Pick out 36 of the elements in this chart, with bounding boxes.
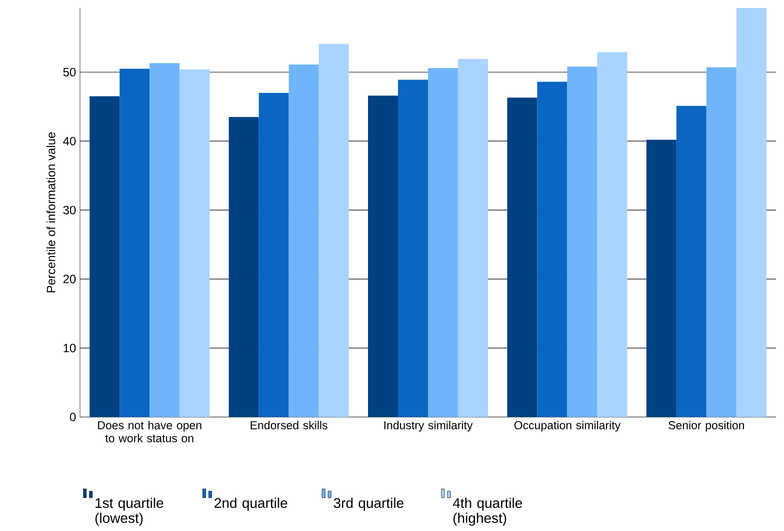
- legend-label: 3rd quartile: [334, 498, 404, 511]
- bar: [458, 59, 488, 417]
- legend-label: 4th quartile (highest): [452, 498, 522, 526]
- bar: [180, 69, 210, 417]
- bar: [368, 96, 398, 417]
- bar: [318, 44, 349, 417]
- y-tick-label: 20: [63, 274, 76, 284]
- bar: [736, 8, 766, 417]
- y-tick-label: 0: [70, 412, 76, 422]
- x-tick-label: Senior position: [668, 420, 744, 432]
- y-axis-title: Percentile of information value: [46, 132, 56, 292]
- bar: [90, 96, 120, 417]
- y-tick-label: 10: [64, 344, 76, 352]
- bar: [120, 68, 150, 417]
- x-tick-label: Does not have open to work status on: [98, 420, 202, 442]
- bar: [507, 98, 538, 417]
- bar: [258, 92, 289, 417]
- bar: [567, 66, 598, 417]
- bar: [706, 67, 736, 417]
- bar: [288, 64, 319, 417]
- bar: [537, 82, 568, 417]
- legend-label: 1st quartile (lowest): [95, 498, 164, 526]
- bar: [676, 106, 706, 417]
- bar: [646, 140, 676, 417]
- legend-label: 2nd quartile: [214, 498, 288, 511]
- y-tick-label: 30: [63, 206, 76, 214]
- y-tick-label: 40: [63, 136, 76, 146]
- y-tick-label: 50: [63, 68, 76, 76]
- bar: [597, 52, 628, 417]
- bar: [398, 80, 428, 417]
- bar: [228, 116, 259, 417]
- x-tick-label: Endorsed skills: [250, 420, 328, 430]
- bar: [150, 63, 180, 417]
- x-tick-label: Industry similarity: [384, 420, 473, 432]
- x-tick-label: Occupation similarity: [514, 420, 621, 432]
- bar: [428, 68, 458, 417]
